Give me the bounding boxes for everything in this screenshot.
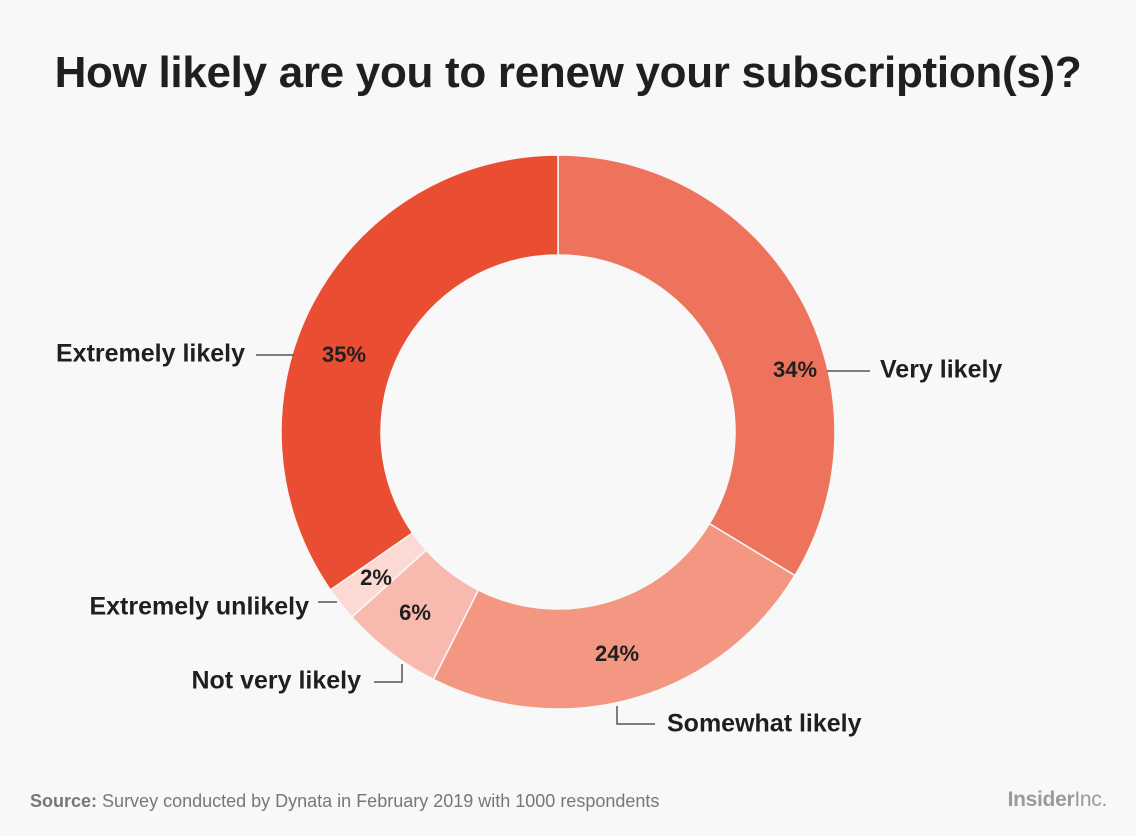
slice-very-likely	[557, 154, 836, 577]
category-label-extremely-unlikely: Extremely unlikely	[89, 593, 309, 621]
chart-title: How likely are you to renew your subscri…	[54, 48, 1082, 97]
category-label-extremely-likely: Extremely likely	[56, 340, 245, 368]
leader-line-somewhat-likely	[616, 706, 655, 725]
brand-logo: InsiderInc.	[1007, 788, 1108, 812]
source-note: Source: Survey conducted by Dynata in Fe…	[30, 791, 659, 812]
slice-somewhat-likely	[432, 522, 796, 710]
value-label-very-likely: 34%	[773, 357, 817, 382]
category-label-not-very-likely: Not very likely	[191, 667, 361, 695]
value-label-somewhat-likely: 24%	[595, 641, 639, 666]
source-label: Source:	[30, 791, 98, 811]
source-text: Survey conducted by Dynata in February 2…	[102, 791, 660, 811]
category-label-very-likely: Very likely	[880, 356, 1002, 384]
slice-extremely-likely	[280, 154, 559, 591]
brand-suffix: Inc.	[1074, 788, 1107, 811]
category-label-somewhat-likely: Somewhat likely	[667, 710, 862, 738]
leader-line-not-very-likely	[374, 664, 403, 683]
value-label-extremely-unlikely: 2%	[360, 565, 392, 590]
brand-name: Insider	[1007, 788, 1075, 811]
value-label-extremely-likely: 35%	[322, 342, 366, 367]
value-label-not-very-likely: 6%	[399, 600, 431, 625]
